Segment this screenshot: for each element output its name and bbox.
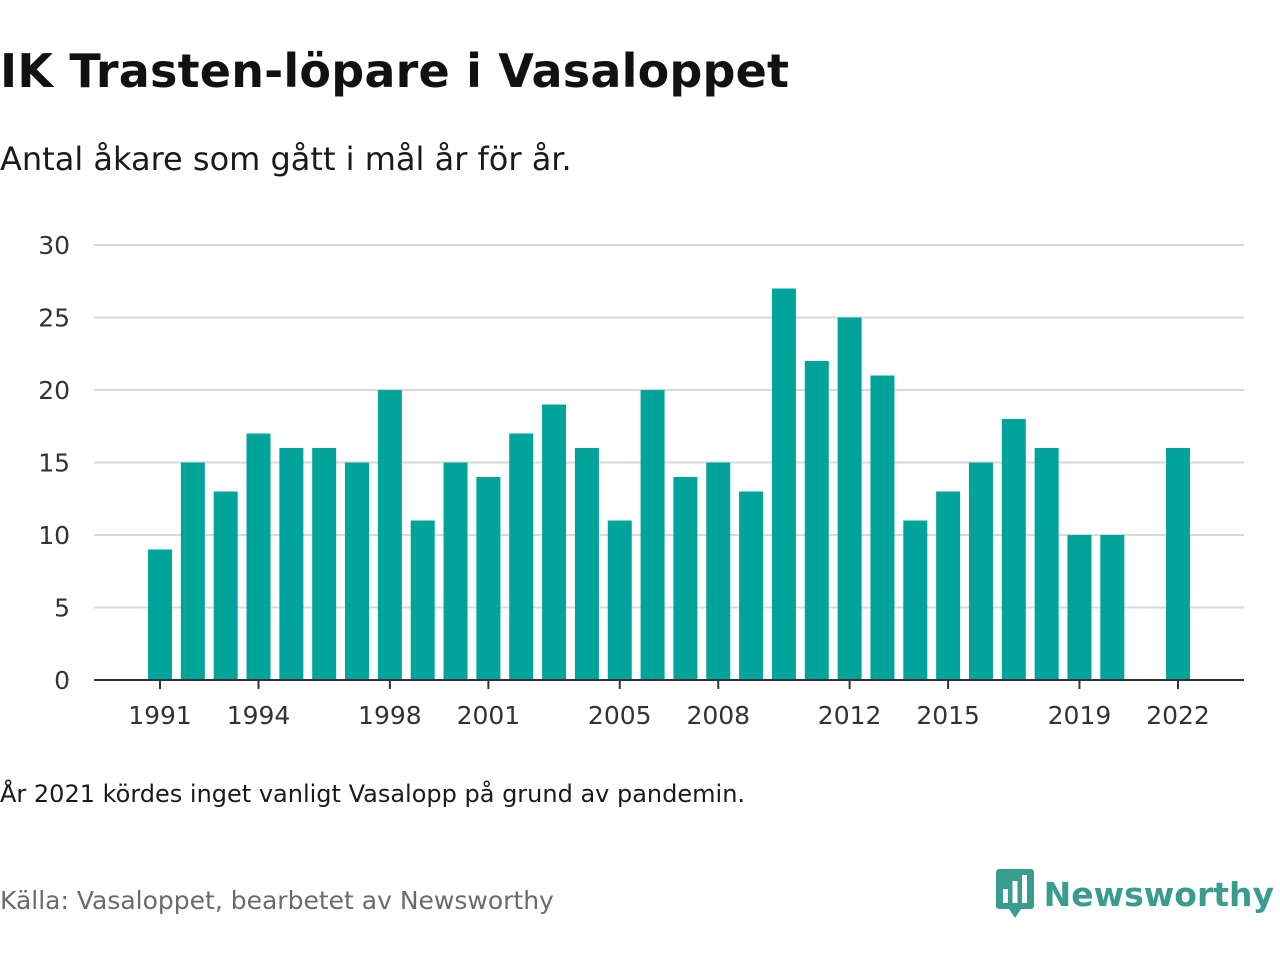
x-tick-label: 2008 [686, 701, 750, 730]
bar-1999 [410, 520, 435, 680]
x-tick-label: 2022 [1146, 701, 1210, 730]
bar-2005 [607, 520, 632, 680]
bar-1996 [312, 448, 337, 680]
bar-1997 [345, 462, 370, 680]
bar-2012 [837, 317, 862, 680]
bar-2007 [673, 477, 698, 680]
bar-2010 [771, 288, 796, 680]
y-tick-label: 20 [38, 376, 70, 405]
y-tick-label: 10 [38, 521, 70, 550]
chart-subtitle: Antal åkare som gått i mål år för år. [0, 140, 572, 178]
chart-note: År 2021 kördes inget vanligt Vasalopp på… [0, 780, 746, 808]
bar-2000 [443, 462, 468, 680]
bar-2009 [739, 491, 764, 680]
x-tick-label: 2005 [588, 701, 652, 730]
bar-1993 [213, 491, 238, 680]
y-tick-label: 15 [38, 449, 70, 478]
bar-2008 [706, 462, 731, 680]
bar-2017 [1001, 419, 1026, 680]
newsworthy-brand[interactable]: Newsworthy [995, 868, 1274, 920]
y-axis-tick-labels: 0 5 10 15 20 25 30 [38, 231, 70, 695]
x-tick-label: 2019 [1048, 701, 1112, 730]
y-tick-label: 0 [54, 666, 70, 695]
brand-name: Newsworthy [1043, 874, 1274, 914]
bar-2019 [1067, 535, 1092, 680]
x-axis [94, 679, 1244, 689]
x-axis-tick-labels: 1991 1994 1998 2001 2005 2008 2012 2015 2019 2022 [128, 701, 1210, 730]
bar-2003 [542, 404, 567, 680]
x-tick-label: 2012 [818, 701, 882, 730]
x-tick-label: 2001 [457, 701, 521, 730]
x-tick-label: 1991 [128, 701, 192, 730]
bar-2004 [574, 448, 599, 680]
bar-2001 [476, 477, 501, 680]
bar-2022 [1166, 448, 1190, 680]
bar-2020 [1100, 535, 1125, 680]
bar-2011 [804, 361, 829, 680]
bar-2013 [870, 375, 895, 680]
y-tick-label: 5 [54, 594, 70, 623]
bar-2016 [968, 462, 993, 680]
bars [148, 288, 1190, 680]
x-tick-label: 1998 [358, 701, 422, 730]
bar-2014 [903, 520, 928, 680]
bar-2015 [936, 491, 961, 680]
bar-2002 [509, 433, 534, 680]
bar-1995 [279, 448, 304, 680]
bar-1992 [180, 462, 205, 680]
bar-chart: 0 5 10 15 20 25 30 1991 1994 1998 2001 2005 2008 201… [38, 231, 1244, 730]
y-tick-label: 30 [38, 231, 70, 260]
bar-1994 [246, 433, 271, 680]
y-tick-label: 25 [38, 304, 70, 333]
chart-title: IK Trasten-löpare i Vasaloppet [0, 44, 790, 98]
bar-2018 [1034, 448, 1059, 680]
bar-2006 [640, 390, 665, 680]
x-tick-label: 1994 [227, 701, 291, 730]
newsworthy-logo-icon [995, 869, 1034, 919]
bar-1998 [377, 390, 402, 680]
x-tick-label: 2015 [916, 701, 980, 730]
bar-1991 [148, 549, 172, 680]
source-credit: Källa: Vasaloppet, bearbetet av Newswort… [0, 886, 554, 915]
